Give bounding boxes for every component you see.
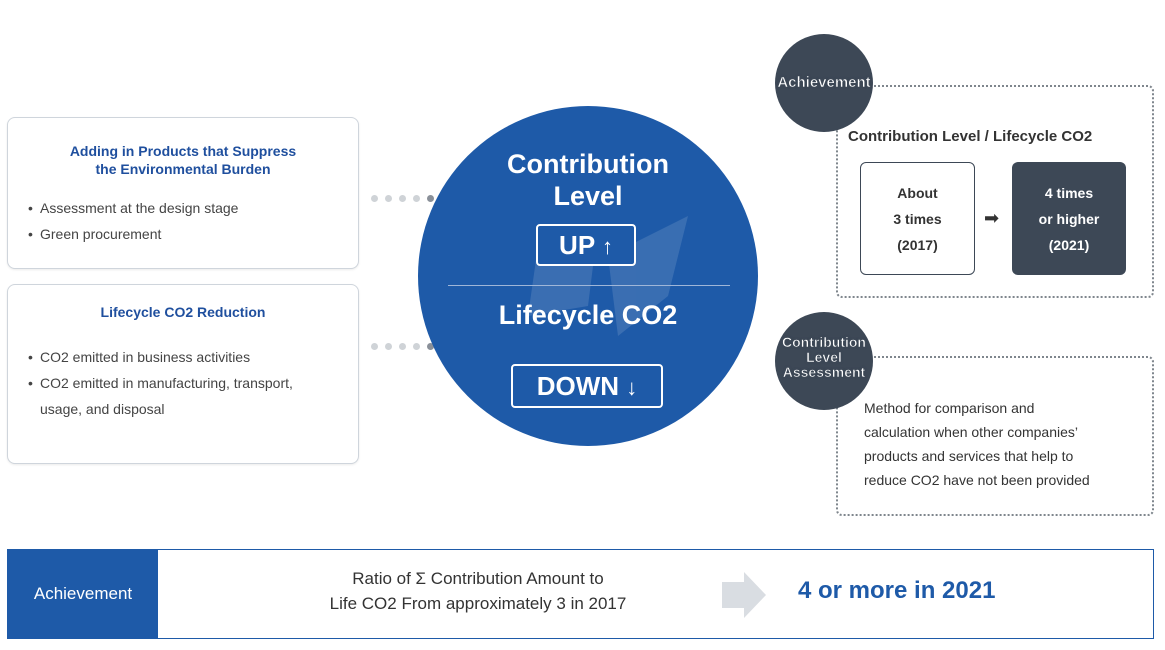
- circle-divider: [448, 285, 730, 286]
- design-card-title-line2: the Environmental Burden: [95, 161, 271, 177]
- before-line: 3 times: [893, 210, 942, 227]
- list-item: Green procurement: [28, 221, 348, 247]
- before-box: About 3 times (2017): [860, 162, 975, 275]
- achievement-bar: Achievement Ratio of Σ Contribution Amou…: [7, 549, 1154, 639]
- after-line: or higher: [1038, 210, 1100, 227]
- after-box: 4 times or higher (2021): [1012, 162, 1126, 275]
- down-label: DOWN: [536, 371, 620, 401]
- up-arrow-icon: ↑: [601, 234, 613, 259]
- lifecycle-card-list: CO2 emitted in business activities CO2 e…: [28, 344, 348, 422]
- after-line: 4 times: [1044, 184, 1094, 201]
- assessment-badge-line: Assessment: [782, 363, 866, 380]
- achievement-badge: Achievement: [775, 34, 873, 132]
- assessment-description: Method for comparison and calculation wh…: [864, 396, 1144, 492]
- down-badge: DOWN ↓: [511, 364, 663, 408]
- ratio-line: Life CO2 From approximately 3 in 2017: [329, 594, 627, 613]
- assessment-badge-label: Contribution Level Assessment: [782, 333, 867, 380]
- before-line: (2017): [897, 236, 938, 253]
- description-line: calculation when other companies’: [864, 424, 1079, 440]
- contribution-line2: Level: [553, 181, 623, 211]
- down-arrow-icon: ↓: [626, 375, 638, 400]
- design-card-title: Adding in Products that Suppress the Env…: [8, 142, 358, 178]
- design-card-list: Assessment at the design stage Green pro…: [28, 195, 348, 247]
- after-line: (2021): [1048, 236, 1090, 253]
- up-badge: UP ↑: [536, 224, 636, 266]
- lifecycle-card-title: Lifecycle CO2 Reduction: [100, 304, 266, 320]
- list-item-line: CO2 emitted in manufacturing, transport,: [40, 375, 293, 391]
- achievement-bar-label: Achievement: [8, 550, 158, 638]
- up-label: UP: [559, 230, 595, 260]
- lifecycle-co2-title: Lifecycle CO2: [498, 300, 678, 330]
- list-item-line: usage, and disposal: [40, 401, 165, 417]
- assessment-badge-line: Level: [806, 348, 842, 365]
- assessment-badge: Contribution Level Assessment: [775, 312, 873, 410]
- list-item: CO2 emitted in business activities: [28, 344, 348, 370]
- contribution-level-title: Contribution Level: [418, 148, 758, 212]
- comparison-title: Contribution Level / Lifecycle CO2: [848, 128, 1093, 145]
- chevron-right-icon: [722, 572, 766, 618]
- list-item: Assessment at the design stage: [28, 195, 348, 221]
- main-circle: Contribution Level UP ↑ Lifecycle CO2 DO…: [418, 106, 758, 446]
- list-item: CO2 emitted in manufacturing, transport,…: [28, 370, 348, 422]
- result-text: 4 or more in 2021: [798, 577, 996, 604]
- assessment-badge-line: Contribution: [782, 333, 867, 350]
- achievement-panel: [836, 85, 1154, 298]
- description-line: reduce CO2 have not been provided: [864, 472, 1090, 488]
- ratio-line: Ratio of Σ Contribution Amount to: [352, 569, 604, 588]
- description-line: products and services that help to: [864, 448, 1074, 464]
- ratio-text: Ratio of Σ Contribution Amount to Life C…: [238, 566, 718, 616]
- right-arrow-icon: ➡: [984, 208, 1000, 228]
- before-line: About: [897, 184, 938, 201]
- assessment-panel: [836, 356, 1154, 516]
- design-card-title-line1: Adding in Products that Suppress: [69, 143, 297, 159]
- description-line: Method for comparison and: [864, 400, 1035, 416]
- design-card: Adding in Products that Suppress the Env…: [7, 117, 359, 269]
- achievement-badge-label: Achievement: [777, 73, 871, 91]
- contribution-line1: Contribution: [507, 149, 669, 179]
- lifecycle-card: Lifecycle CO2 Reduction CO2 emitted in b…: [7, 284, 359, 464]
